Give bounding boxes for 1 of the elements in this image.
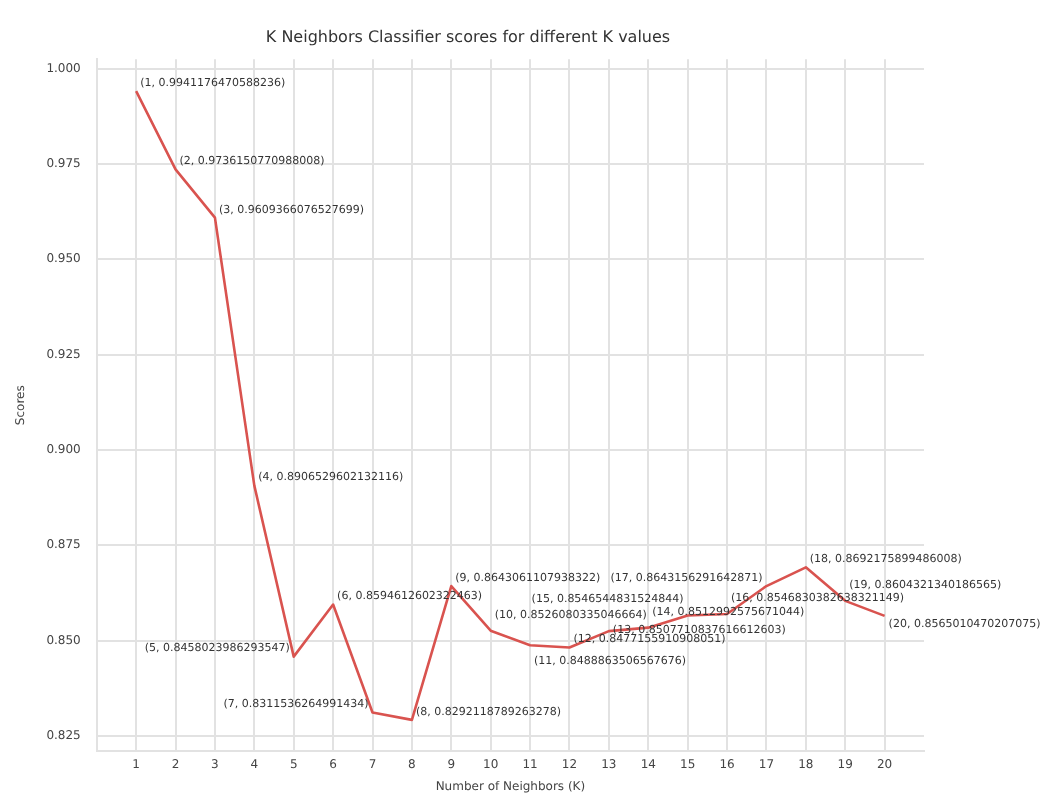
chart-title: K Neighbors Classifier scores for different K values <box>265 27 671 46</box>
